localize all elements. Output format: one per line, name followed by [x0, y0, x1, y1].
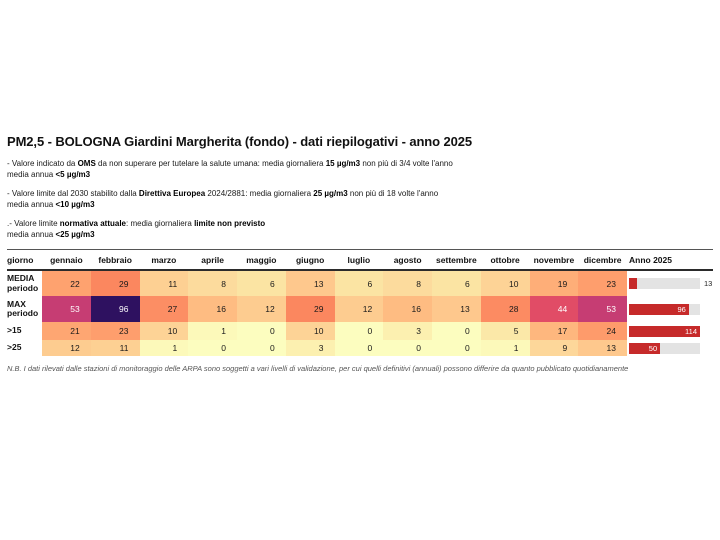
report: PM2,5 - BOLOGNA Giardini Margherita (fon… [7, 134, 713, 373]
heatmap-cell: 12 [237, 296, 286, 322]
year-bar-track: 96 [629, 303, 700, 315]
year-bar-value: 50 [648, 343, 658, 353]
note-line: media annua <25 µg/m3 [7, 229, 95, 239]
year-bar-cell: 13 [627, 271, 713, 296]
note-line: media annua <5 µg/m3 [7, 169, 91, 179]
heatmap-cell: 8 [188, 271, 237, 296]
note-line: - Valore limite dal 2030 stabilito dalla… [7, 189, 439, 198]
column-header-month: maggio [237, 249, 286, 271]
column-header-month: marzo [139, 249, 189, 271]
limit-notes: - Valore indicato da OMS da non superare… [7, 159, 713, 240]
year-bar-track: 114 [629, 325, 700, 337]
column-header-month: dicembre [578, 249, 627, 271]
column-header-month: gennaio [42, 249, 91, 271]
heatmap-cell: 0 [432, 322, 481, 340]
heatmap-cell: 16 [383, 296, 432, 322]
note: .- Valore limite normativa attuale: medi… [7, 219, 713, 240]
column-header-month: febbraio [90, 249, 140, 271]
column-header-month: aprile [188, 249, 237, 271]
heatmap-cell: 28 [480, 296, 530, 322]
heatmap-cell: 0 [334, 322, 384, 340]
heatmap-cell: 29 [285, 296, 335, 322]
heatmap-cell: 6 [432, 271, 481, 296]
heatmap-cell: 10 [139, 322, 189, 340]
heatmap-cell: 1 [480, 340, 530, 356]
heatmap-cell: 0 [334, 340, 384, 356]
year-bar-track: 50 [629, 342, 700, 354]
year-bar-value: 13 [704, 279, 713, 288]
year-bar-fill: 114 [629, 325, 700, 337]
heatmap-cell: 27 [139, 296, 189, 322]
column-header-month: giugno [285, 249, 335, 271]
page-title: PM2,5 - BOLOGNA Giardini Margherita (fon… [7, 134, 473, 149]
heatmap-cell: 21 [42, 322, 91, 340]
heatmap-cell: 12 [42, 340, 91, 356]
heatmap-cell: 5 [480, 322, 530, 340]
year-bar-value: 114 [685, 326, 697, 336]
heatmap-cell: 1 [188, 322, 237, 340]
heatmap-cell: 0 [432, 340, 481, 356]
heatmap-cell: 1 [139, 340, 189, 356]
column-header-giorno: giorno [7, 249, 42, 271]
note-line: - Valore indicato da OMS da non superare… [7, 159, 453, 168]
year-bar-fill [629, 278, 638, 289]
year-bar-cell: 114 [627, 322, 713, 340]
year-bar-fill: 50 [629, 342, 661, 354]
heatmap-cell: 3 [285, 340, 335, 356]
heatmap-cell: 53 [42, 296, 91, 322]
heatmap-cell: 53 [578, 296, 627, 322]
heatmap-cell: 0 [237, 322, 286, 340]
heatmap-cell: 8 [383, 271, 432, 296]
year-bar-value: 96 [677, 304, 686, 314]
heatmap-cell: 19 [529, 271, 579, 296]
column-header-year: Anno 2025 [627, 249, 713, 271]
heatmap-cell: 29 [90, 271, 140, 296]
heatmap-cell: 24 [578, 322, 627, 340]
heatmap-cell: 13 [285, 271, 335, 296]
row-label: >25 [7, 340, 42, 356]
heatmap-cell: 11 [90, 340, 140, 356]
heatmap-cell: 0 [237, 340, 286, 356]
column-header-month: ottobre [480, 249, 530, 271]
row-label: >15 [7, 322, 42, 340]
heatmap-cell: 0 [188, 340, 237, 356]
heatmap-cell: 23 [578, 271, 627, 296]
heatmap-cell: 9 [529, 340, 579, 356]
row-label: MAX periodo [7, 296, 42, 322]
heatmap-cell: 6 [334, 271, 384, 296]
heatmap-cell: 13 [578, 340, 627, 356]
heatmap-cell: 12 [334, 296, 384, 322]
heatmap-cell: 10 [480, 271, 530, 296]
year-bar-cell: 50 [627, 340, 713, 356]
footer-note: N.B. I dati rilevati dalle stazioni di m… [7, 364, 629, 373]
heatmap-cell: 23 [90, 322, 140, 340]
note-line: media annua <10 µg/m3 [7, 199, 95, 209]
heatmap-cell: 22 [42, 271, 91, 296]
heatmap-cell: 16 [188, 296, 237, 322]
heatmap-cell: 6 [237, 271, 286, 296]
heatmap-cell: 44 [529, 296, 579, 322]
heatmap-cell: 17 [529, 322, 579, 340]
column-header-month: luglio [334, 249, 384, 271]
summary-table: giorno gennaio febbraio marzo aprile maggio gi… [7, 249, 713, 356]
heatmap-cell: 96 [90, 296, 140, 322]
heatmap-cell: 13 [432, 296, 481, 322]
heatmap-cell: 0 [383, 340, 432, 356]
year-bar-cell: 96 [627, 296, 713, 322]
column-header-month: agosto [383, 249, 432, 271]
heatmap-cell: 10 [285, 322, 335, 340]
note-line: .- Valore limite normativa attuale: medi… [7, 219, 266, 228]
column-header-month: novembre [529, 249, 579, 271]
heatmap-cell: 3 [383, 322, 432, 340]
column-header-month: settembre [432, 249, 481, 271]
row-label: MEDIA periodo [7, 271, 42, 296]
year-bar-track [629, 278, 700, 289]
year-bar-fill: 96 [629, 303, 689, 315]
heatmap-cell: 11 [139, 271, 189, 296]
note: - Valore indicato da OMS da non superare… [7, 159, 713, 180]
note: - Valore limite dal 2030 stabilito dalla… [7, 189, 713, 210]
